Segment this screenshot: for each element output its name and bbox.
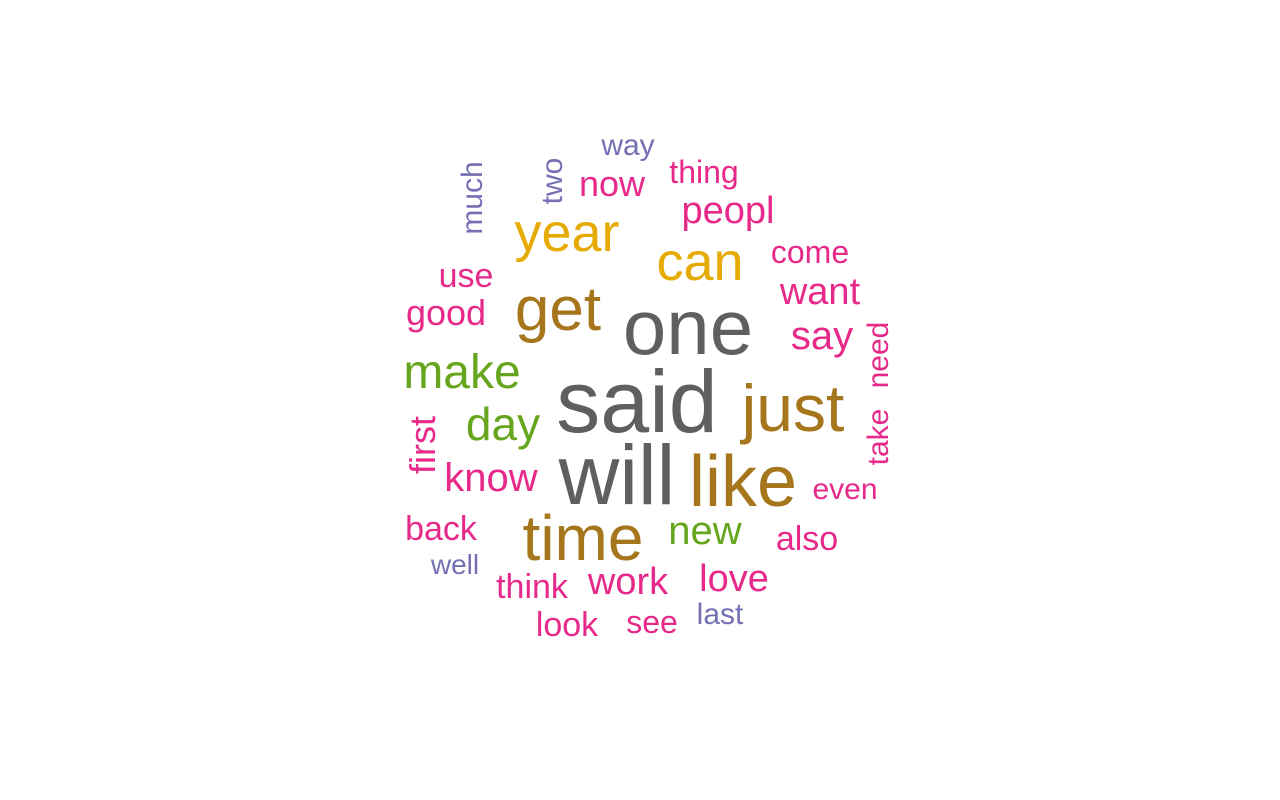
word-get: get [514, 275, 602, 344]
word-need: need [862, 321, 895, 389]
word-new: new [668, 509, 742, 553]
word-thing: thing [669, 154, 739, 190]
word-say: say [790, 314, 854, 358]
word-back: back [405, 510, 477, 548]
word-also: also [775, 520, 839, 558]
word-much: much [456, 161, 489, 235]
word-peopl: peopl [681, 190, 775, 232]
word-like: like [688, 442, 798, 522]
word-make: make [403, 346, 521, 399]
word-will: will [558, 428, 676, 522]
word-see: see [626, 604, 678, 640]
word-take: take [862, 408, 895, 466]
word-look: look [535, 606, 599, 644]
word-good: good [405, 292, 487, 333]
word-way: way [601, 129, 655, 162]
word-can: can [656, 232, 744, 292]
word-first: first [402, 416, 443, 474]
word-two: two [536, 157, 569, 205]
word-time: time [522, 502, 644, 574]
word-use: use [438, 257, 494, 295]
word-now: now [578, 163, 646, 204]
word-just: just [741, 371, 845, 445]
word-come: come [770, 234, 850, 270]
word-love: love [699, 558, 769, 600]
word-think: think [496, 568, 568, 606]
word-day: day [465, 398, 541, 450]
word-one: one [622, 283, 754, 371]
word-well: well [430, 549, 480, 580]
word-last: last [696, 598, 744, 631]
word-know: know [444, 456, 538, 500]
word-said: said [556, 352, 718, 451]
word-work: work [587, 561, 669, 603]
word-even: even [812, 473, 878, 506]
word-want: want [779, 271, 861, 313]
word-year: year [514, 203, 620, 263]
